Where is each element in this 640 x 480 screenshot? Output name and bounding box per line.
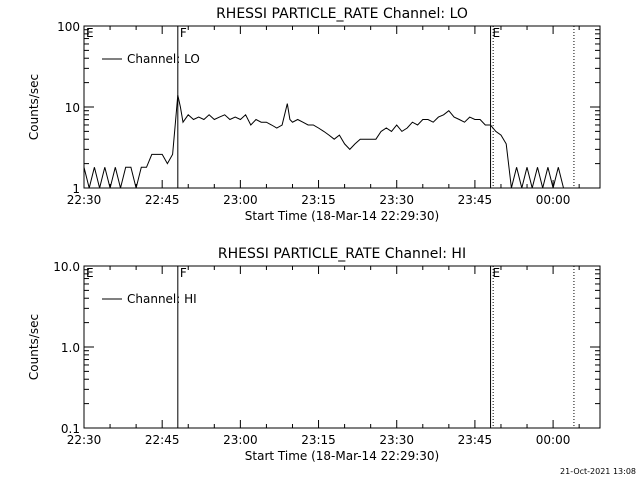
y-tick-label: 10.0 <box>53 260 80 274</box>
x-tick-label: 23:30 <box>379 193 414 207</box>
x-tick-label: 23:15 <box>301 433 336 447</box>
chart-title: RHESSI PARTICLE_RATE Channel: HI <box>218 246 466 262</box>
x-axis-label: Start Time (18-Mar-14 22:29:30) <box>245 449 439 463</box>
x-tick-label: 00:00 <box>536 433 571 447</box>
y-axis-label: Counts/sec <box>27 314 41 380</box>
lo-channel-panel: RHESSI PARTICLE_RATE Channel: LO Counts/s… <box>27 6 601 223</box>
event-marker-label: E <box>493 266 501 280</box>
x-tick-label: 00:00 <box>536 193 571 207</box>
y-tick-label: 10 <box>65 101 80 115</box>
y-tick-label: 1.0 <box>61 341 80 355</box>
x-tick-label: 22:45 <box>145 193 180 207</box>
x-tick-label: 23:15 <box>301 193 336 207</box>
event-marker-label: E <box>86 26 94 40</box>
x-tick-label: 23:30 <box>379 433 414 447</box>
event-marker-label: E <box>86 266 94 280</box>
footer-timestamp: 21-Oct-2021 13:08 <box>560 467 636 476</box>
event-marker-label: F <box>180 26 187 40</box>
x-tick-label: 22:30 <box>67 433 102 447</box>
y-axis-label: Counts/sec <box>27 74 41 140</box>
legend-entry: Channel: HI <box>127 292 197 306</box>
y-tick-label: 1 <box>72 182 80 196</box>
hi-channel-panel: RHESSI PARTICLE_RATE Channel: HI Counts/s… <box>27 246 601 463</box>
chart-title: RHESSI PARTICLE_RATE Channel: LO <box>216 6 468 22</box>
event-marker-label: F <box>180 266 187 280</box>
x-tick-label: 23:00 <box>223 193 258 207</box>
x-tick-label: 23:00 <box>223 433 258 447</box>
y-tick-label: 0.1 <box>61 422 80 436</box>
x-tick-label: 23:45 <box>458 193 493 207</box>
series-line-1 <box>83 95 569 189</box>
legend-entry: Channel: LO <box>127 52 200 66</box>
x-tick-label: 22:45 <box>145 433 180 447</box>
plot-frame <box>83 25 601 189</box>
plot-frame <box>83 265 601 429</box>
y-tick-label: 100 <box>57 20 80 34</box>
x-axis-label: Start Time (18-Mar-14 22:29:30) <box>245 209 439 223</box>
x-tick-label: 23:45 <box>458 433 493 447</box>
x-tick-label: 22:30 <box>67 193 102 207</box>
event-marker-label: E <box>493 26 501 40</box>
